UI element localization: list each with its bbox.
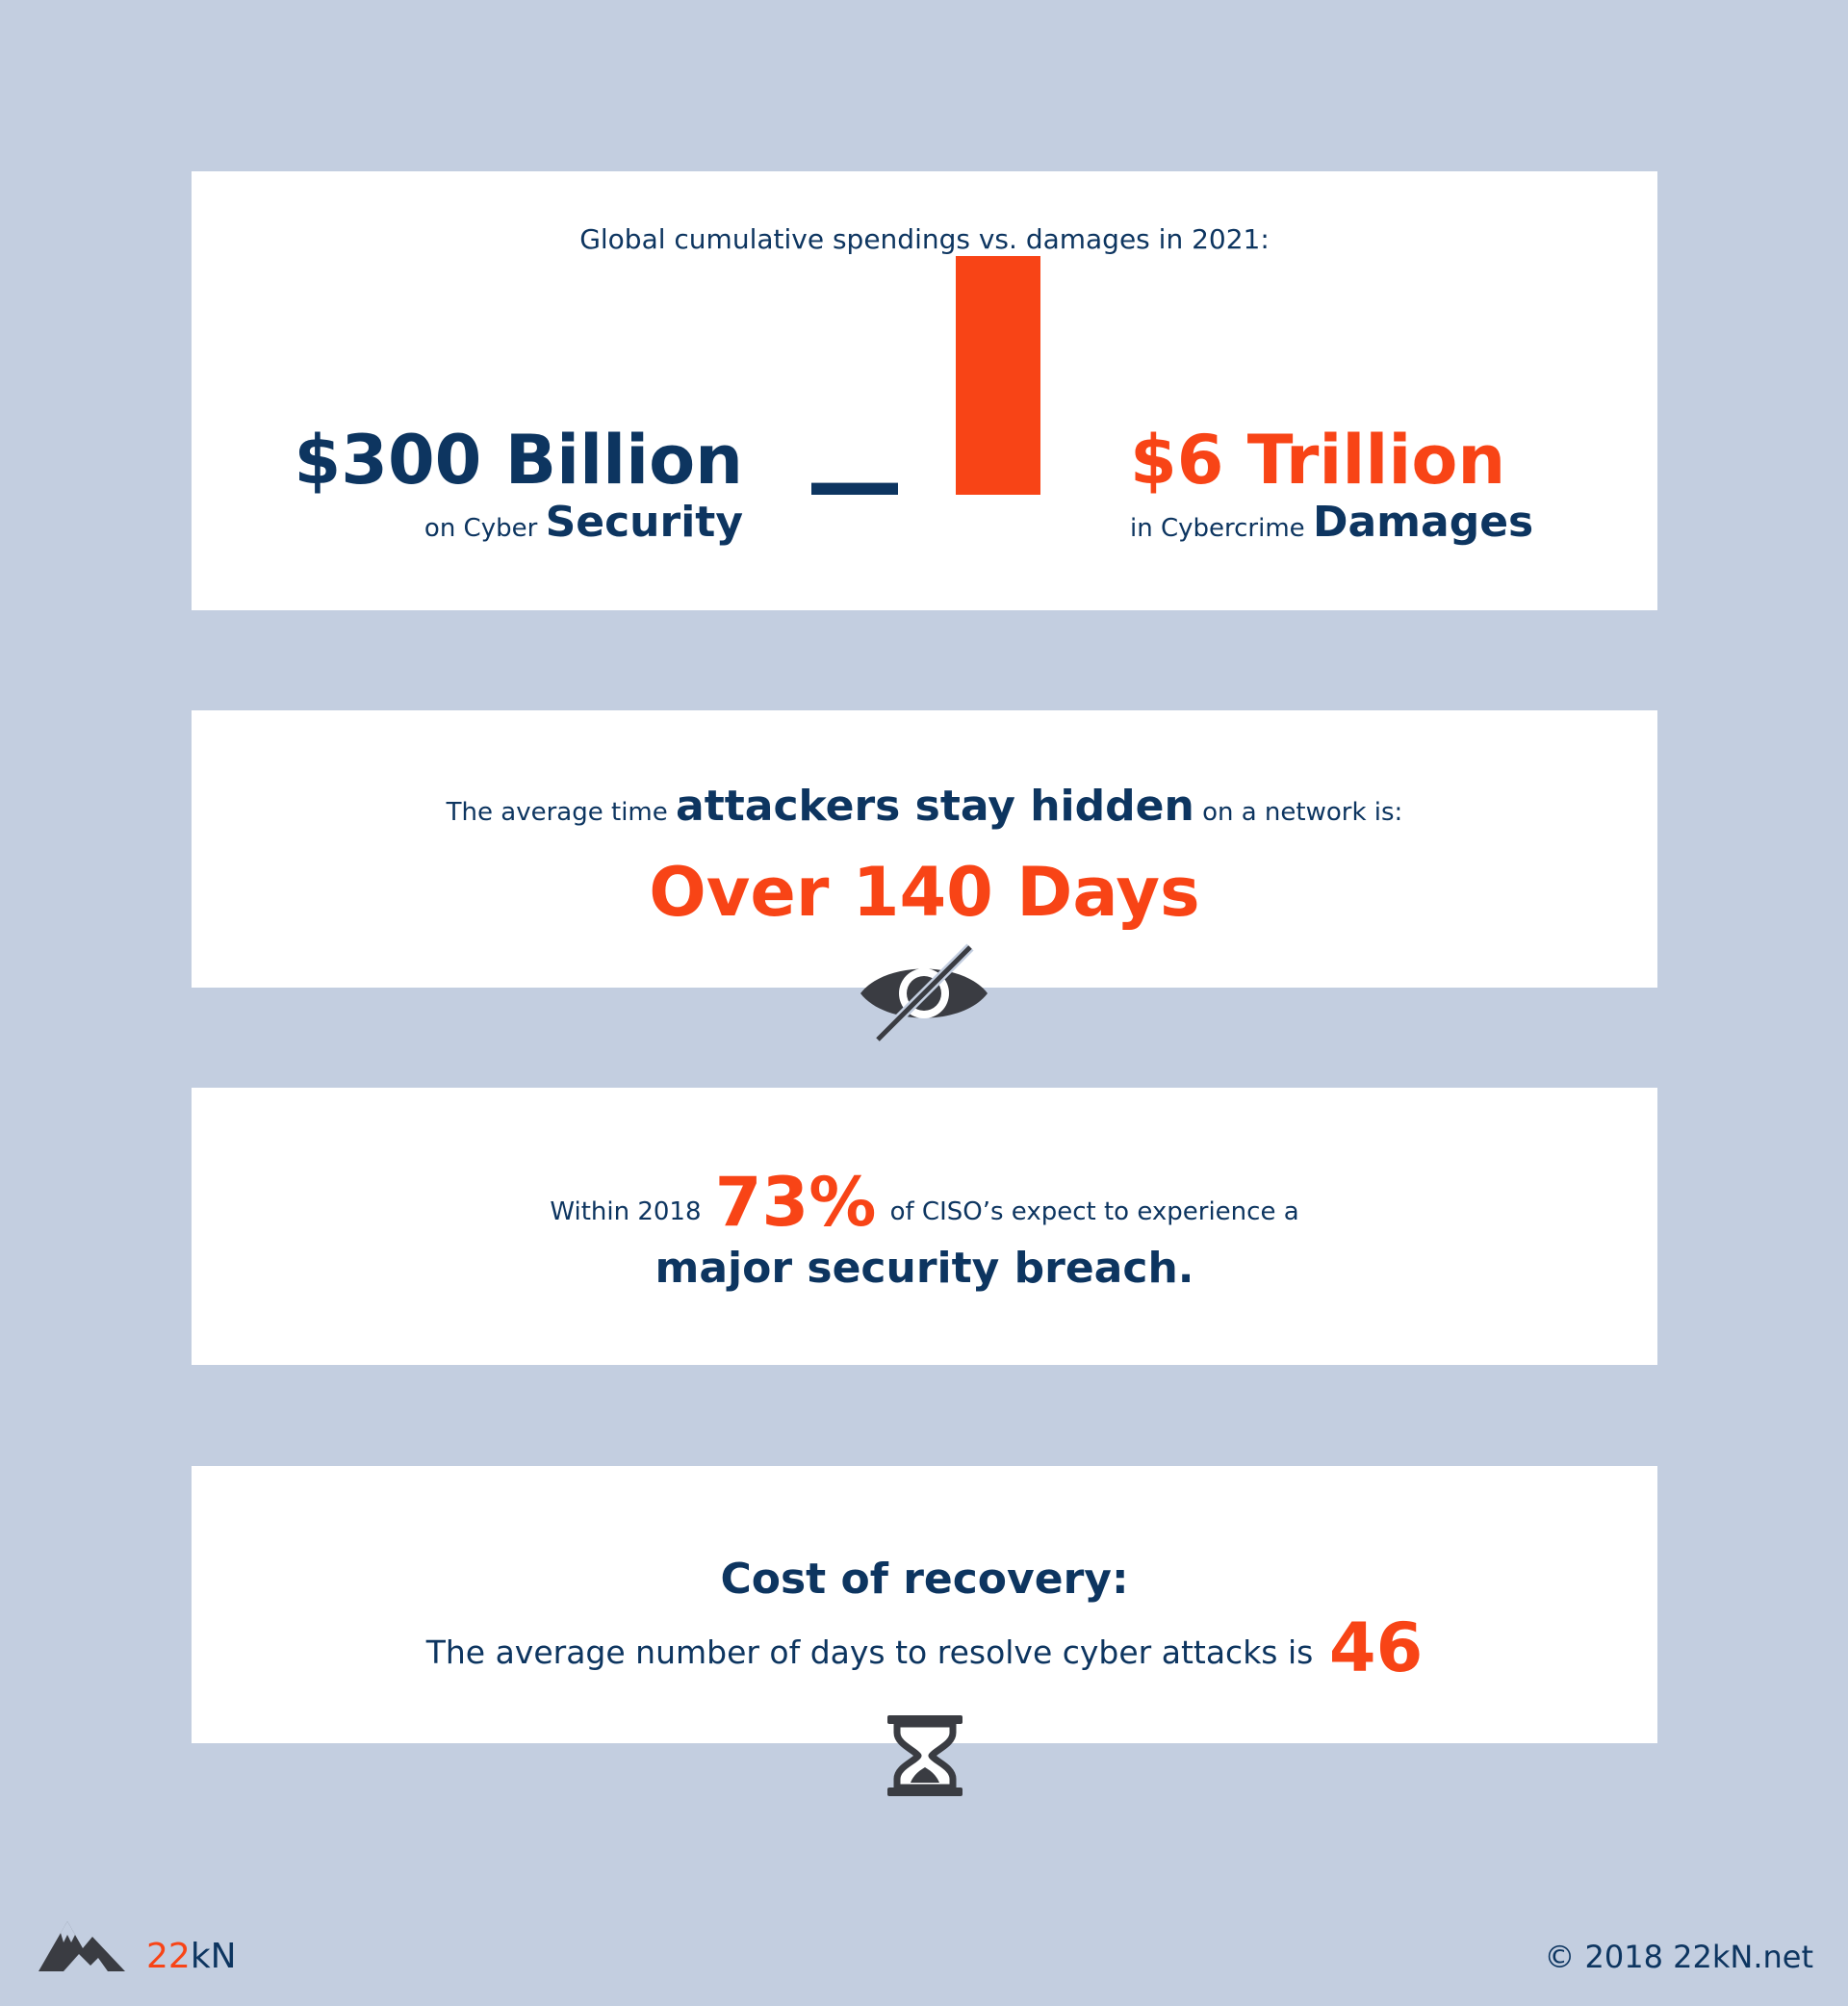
attackers-hidden-card: The average time attackers stay hidden o… <box>192 710 1657 988</box>
eye-slash-icon <box>860 943 988 1043</box>
copyright-notice: © 2018 22kN.net <box>1544 1939 1813 1975</box>
spending-block: $300 Billion on Cyber Security <box>295 424 743 549</box>
ciso-breach-card: Within 2018 73% of CISO’s expect to expe… <box>192 1088 1657 1365</box>
spending-damages-bar-chart <box>811 256 1040 495</box>
brand-logo-text: 22kN <box>146 1937 237 1976</box>
damages-caption-prefix: in Cybercrime <box>1130 514 1305 543</box>
bar-cybercrime-damages <box>956 256 1040 495</box>
spend-card-title: Global cumulative spendings vs. damages … <box>579 223 1270 255</box>
mountain-logo-icon <box>38 1921 125 1971</box>
logo-number: 22 <box>146 1937 191 1976</box>
recovery-cost-card: Cost of recovery: The average number of … <box>192 1466 1657 1743</box>
damages-caption-strong: Damages <box>1312 498 1534 547</box>
damages-block: $6 Trillion in Cybercrime Damages <box>1130 424 1533 549</box>
recovery-statement: The average number of days to resolve cy… <box>192 1608 1657 1687</box>
hourglass-icon <box>887 1715 962 1796</box>
recovery-line: The average number of days to resolve cy… <box>425 1633 1314 1671</box>
damages-caption: in Cybercrime Damages <box>1130 498 1533 549</box>
hidden-strong: attackers stay hidden <box>676 782 1194 831</box>
recovery-days: 46 <box>1328 1608 1424 1687</box>
bar-cyber-security <box>811 482 898 495</box>
ciso-statement: Within 2018 73% of CISO’s expect to expe… <box>192 1163 1657 1242</box>
spending-caption-prefix: on Cyber <box>424 514 538 543</box>
damages-amount: $6 Trillion <box>1130 421 1506 500</box>
ciso-prefix: Within 2018 <box>550 1197 702 1226</box>
ciso-suffix: of CISO’s expect to experience a <box>889 1197 1299 1226</box>
hidden-days: Over 140 Days <box>649 853 1200 932</box>
hidden-prefix: The average time <box>446 798 668 827</box>
logo-letters: kN <box>190 1937 237 1976</box>
spending-caption-strong: Security <box>545 498 743 547</box>
spending-vs-damages-card: Global cumulative spendings vs. damages … <box>192 171 1657 610</box>
spending-caption: on Cyber Security <box>295 498 743 549</box>
recovery-title: Cost of recovery: <box>720 1555 1129 1604</box>
hidden-statement: The average time attackers stay hidden o… <box>192 782 1657 831</box>
ciso-breach-text: major security breach. <box>654 1244 1194 1293</box>
ciso-percent: 73% <box>714 1163 877 1242</box>
hidden-suffix: on a network is: <box>1202 798 1403 827</box>
spending-amount: $300 Billion <box>294 421 743 500</box>
